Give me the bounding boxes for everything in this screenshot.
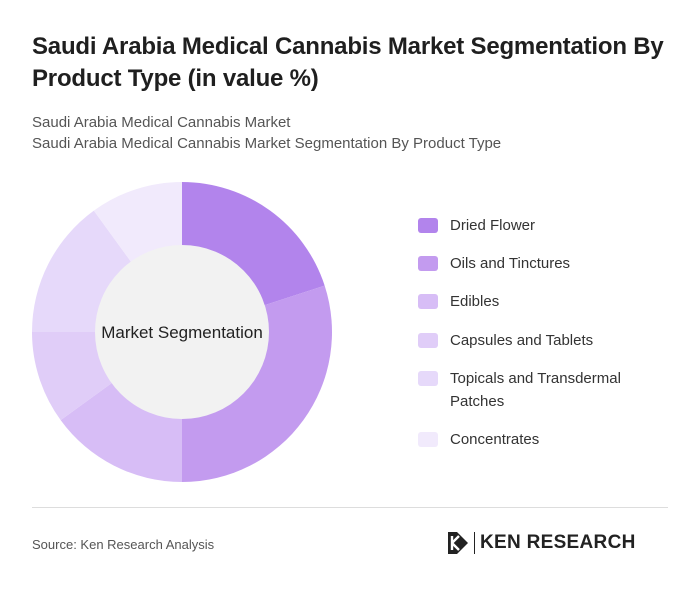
legend-label-oils-and-tinctures: Oils and Tinctures: [450, 255, 571, 272]
legend-item-edibles: Edibles: [418, 290, 660, 313]
legend-swatch-oils-and-tinctures: [418, 256, 438, 271]
chart-subtitle-market: Saudi Arabia Medical Cannabis Market: [32, 114, 291, 131]
legend-label-topicals-and-transdermal-patches: Topicals and Transdermal Patches: [450, 370, 621, 410]
legend-item-topicals-and-transdermal-patches: Topicals and Transdermal Patches: [418, 367, 660, 413]
legend-label-dried-flower: Dried Flower: [450, 217, 536, 234]
logo-text: KEN RESEARCH: [480, 532, 636, 553]
legend-swatch-capsules-and-tablets: [418, 333, 438, 348]
legend-label-concentrates: Concentrates: [450, 431, 540, 448]
legend-item-capsules-and-tablets: Capsules and Tablets: [418, 329, 660, 352]
logo-separator: [474, 532, 475, 554]
ken-research-logo: KEN RESEARCH: [447, 531, 636, 555]
chart-title: Saudi Arabia Medical Cannabis Market Seg…: [32, 33, 664, 92]
legend-swatch-concentrates: [418, 432, 438, 447]
legend-swatch-dried-flower: [418, 218, 438, 233]
donut-center-label: Market Segmentation: [101, 323, 263, 342]
source-note: Source: Ken Research Analysis: [32, 537, 215, 552]
legend-label-edibles: Edibles: [450, 293, 500, 310]
legend-swatch-topicals-and-transdermal-patches: [418, 371, 438, 386]
footer-divider: [32, 507, 668, 508]
legend-swatch-edibles: [418, 294, 438, 309]
donut-hole: [95, 245, 269, 419]
legend-item-oils-and-tinctures: Oils and Tinctures: [418, 252, 660, 275]
chart-subtitle-segmentation: Saudi Arabia Medical Cannabis Market Seg…: [32, 135, 502, 152]
donut-chart: Market Segmentation: [32, 182, 332, 482]
legend-label-capsules-and-tablets: Capsules and Tablets: [450, 332, 594, 349]
ken-research-logo-icon: [448, 532, 468, 554]
legend-item-dried-flower: Dried Flower: [418, 214, 660, 237]
legend-item-concentrates: Concentrates: [418, 428, 660, 451]
